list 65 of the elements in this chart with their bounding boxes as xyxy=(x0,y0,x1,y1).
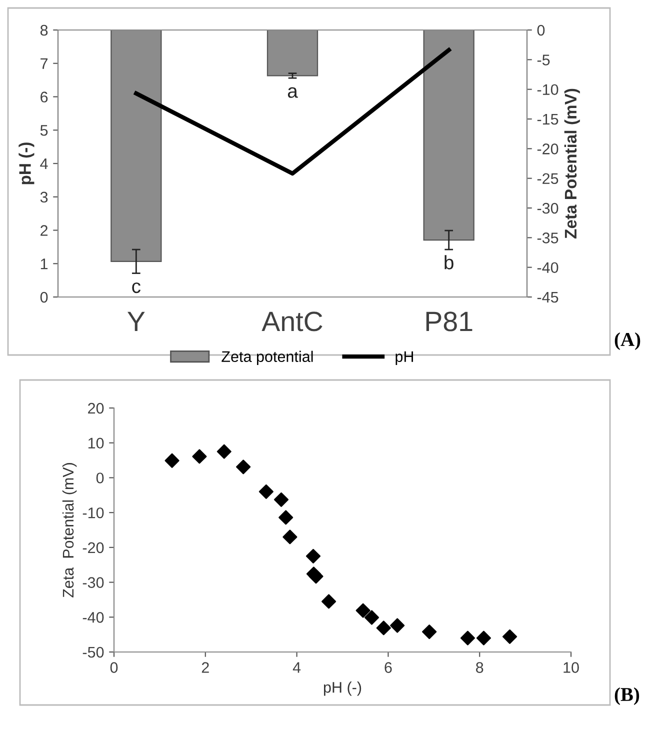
y2-tick-label: -40 xyxy=(537,262,558,274)
x-tick-label: 0 xyxy=(110,662,118,673)
y2-tick-label: -35 xyxy=(537,232,558,244)
point xyxy=(258,484,274,499)
y-tick-label: 3 xyxy=(40,192,48,203)
point xyxy=(274,492,289,507)
point xyxy=(306,548,321,564)
point xyxy=(282,530,298,544)
annotation: c xyxy=(132,282,141,294)
point xyxy=(192,449,207,464)
point xyxy=(322,594,336,609)
x-tick-label: 2 xyxy=(202,662,209,673)
y-tick-label: 1 xyxy=(40,258,48,270)
point xyxy=(356,603,370,618)
y-tick-label: 6 xyxy=(40,92,48,102)
annotation: a xyxy=(288,87,298,98)
y2-tick-label: -5 xyxy=(537,54,550,66)
y-tick-label: -40 xyxy=(82,612,104,623)
y-tick-label: -10 xyxy=(82,507,104,518)
y-tick-label: 8 xyxy=(40,24,48,36)
point xyxy=(476,630,491,646)
y-tick-label: 0 xyxy=(40,292,48,303)
y2-tick-label: -10 xyxy=(537,84,558,96)
x-tick-label: AntC xyxy=(262,312,322,332)
text: (B) xyxy=(614,687,640,705)
y-axis-title: pH (-) xyxy=(18,142,34,184)
point xyxy=(278,510,294,525)
y-tick-label: -30 xyxy=(82,577,104,588)
point xyxy=(376,620,391,636)
text: (A) xyxy=(614,332,640,350)
point xyxy=(422,624,437,640)
y2-tick-label: -15 xyxy=(537,114,558,125)
point xyxy=(164,453,180,468)
y-tick-label: 10 xyxy=(88,438,104,449)
point xyxy=(460,630,475,646)
y2-tick-label: -25 xyxy=(537,173,558,184)
x-tick-label: Y xyxy=(128,312,145,332)
legend-label: Zeta potential xyxy=(222,350,313,366)
y-axis-title: Zeta Potential (mV) xyxy=(62,463,77,598)
x-tick-label: 8 xyxy=(476,662,484,673)
x-axis-title: pH (-) xyxy=(324,682,362,696)
x-tick-label: 4 xyxy=(292,662,301,673)
x-tick-label: P81 xyxy=(426,312,472,332)
point xyxy=(390,618,405,633)
legend-label: pH xyxy=(396,351,413,366)
y2-tick-label: -30 xyxy=(537,202,558,214)
point xyxy=(364,610,380,625)
y-tick-label: 7 xyxy=(40,58,48,69)
y2-tick-label: -20 xyxy=(537,144,558,154)
point xyxy=(236,460,251,474)
y2-axis-title: Zeta Potential (mV) xyxy=(564,88,580,238)
y2-tick-label: -45 xyxy=(537,292,558,303)
y2-tick-label: 0 xyxy=(537,24,545,36)
x-tick-label: 6 xyxy=(384,662,392,673)
y-tick-label: -20 xyxy=(82,542,104,554)
annotation: b xyxy=(444,255,454,270)
y-tick-label: 5 xyxy=(40,125,48,136)
point xyxy=(502,629,518,644)
point xyxy=(216,444,232,459)
y-tick-label: 4 xyxy=(40,158,48,170)
y-tick-label: 20 xyxy=(88,402,104,414)
y-tick-label: 2 xyxy=(40,225,48,236)
y-tick-label: 0 xyxy=(96,472,104,484)
y-tick-label: -50 xyxy=(82,646,104,658)
x-tick-label: 10 xyxy=(564,662,579,673)
